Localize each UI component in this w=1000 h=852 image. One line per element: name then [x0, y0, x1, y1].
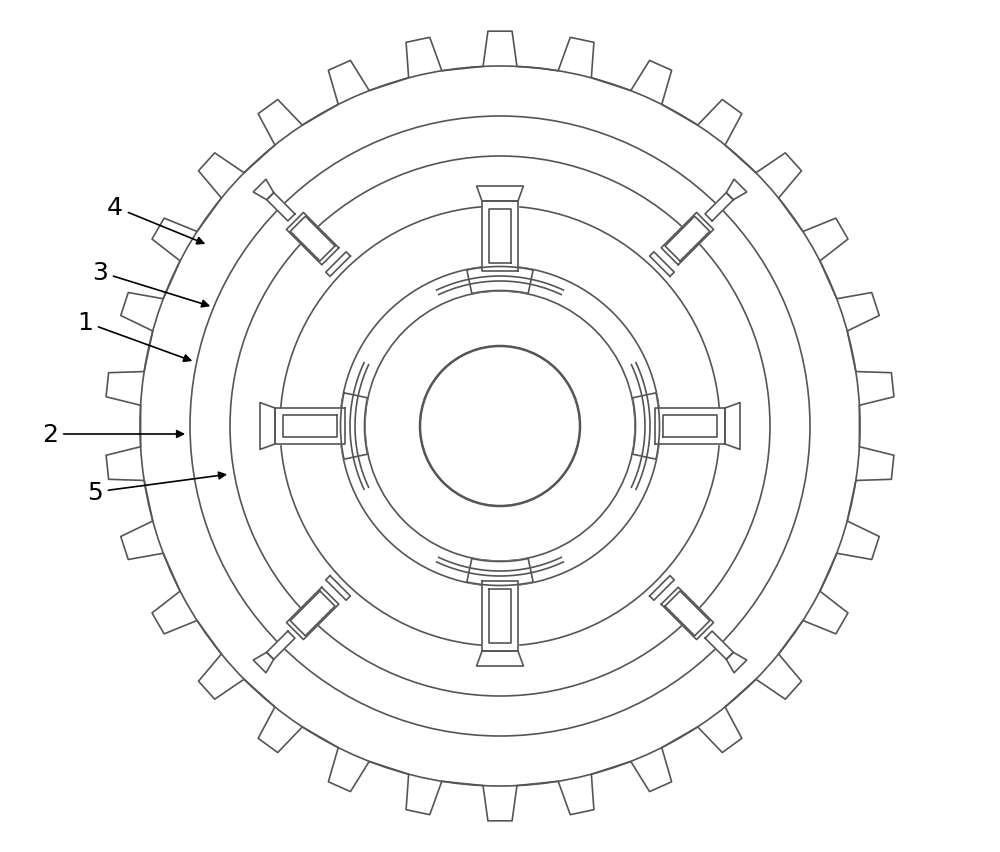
Polygon shape — [726, 653, 747, 673]
Polygon shape — [650, 576, 674, 601]
Polygon shape — [467, 559, 533, 586]
Polygon shape — [725, 403, 740, 450]
Polygon shape — [267, 631, 295, 659]
Circle shape — [340, 267, 660, 586]
Polygon shape — [286, 213, 339, 266]
Circle shape — [190, 117, 810, 736]
Circle shape — [100, 27, 900, 826]
Text: 5: 5 — [87, 473, 225, 504]
Polygon shape — [286, 588, 339, 640]
Polygon shape — [633, 394, 659, 459]
Polygon shape — [655, 408, 725, 445]
Polygon shape — [253, 180, 274, 200]
Polygon shape — [705, 193, 733, 222]
Circle shape — [420, 347, 580, 506]
Polygon shape — [650, 252, 674, 277]
Polygon shape — [482, 581, 518, 651]
Polygon shape — [326, 252, 350, 277]
Polygon shape — [705, 631, 733, 659]
Polygon shape — [661, 588, 714, 640]
Polygon shape — [275, 408, 345, 445]
Text: 2: 2 — [42, 423, 183, 446]
Polygon shape — [106, 32, 894, 820]
Text: 1: 1 — [77, 311, 191, 362]
Polygon shape — [661, 213, 714, 266]
Polygon shape — [477, 187, 523, 202]
Polygon shape — [326, 576, 350, 601]
Circle shape — [365, 291, 635, 561]
Circle shape — [280, 207, 720, 646]
Polygon shape — [260, 403, 275, 450]
Polygon shape — [477, 651, 523, 666]
Polygon shape — [341, 394, 367, 459]
Polygon shape — [253, 653, 274, 673]
Text: 4: 4 — [107, 196, 204, 245]
Polygon shape — [726, 180, 747, 200]
Polygon shape — [267, 193, 295, 222]
Text: 3: 3 — [92, 261, 209, 308]
Polygon shape — [482, 202, 518, 272]
Circle shape — [230, 157, 770, 696]
Polygon shape — [467, 268, 533, 294]
Circle shape — [140, 67, 860, 786]
